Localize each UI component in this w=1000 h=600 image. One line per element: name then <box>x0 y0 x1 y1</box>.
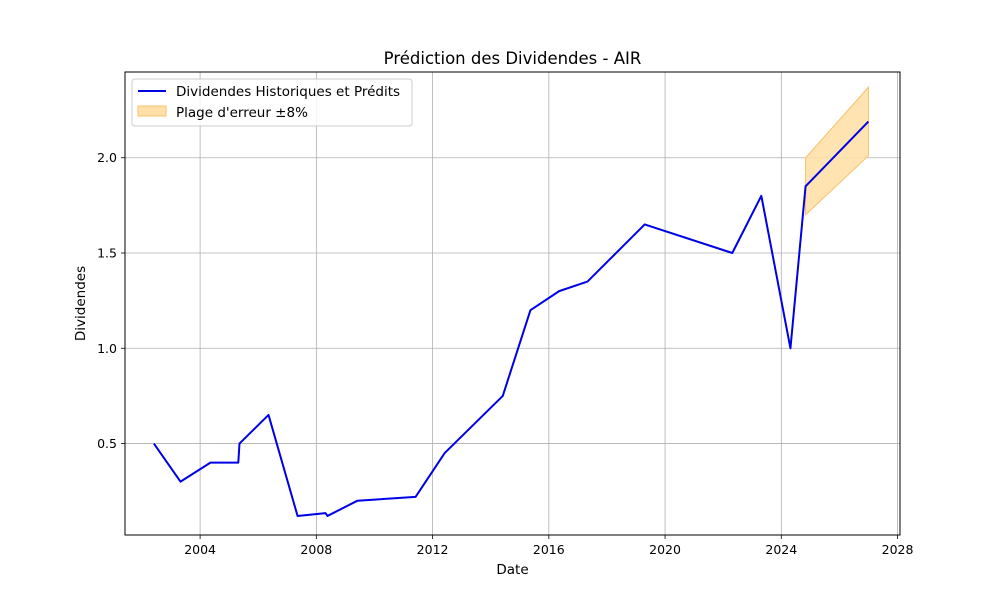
series-line-layer <box>153 120 870 517</box>
x-tick-label: 2012 <box>417 542 449 557</box>
legend-label-series: Dividendes Historiques et Prédits <box>176 84 400 100</box>
y-tick-label: 1.0 <box>97 341 117 356</box>
x-tick-label: 2020 <box>649 542 681 557</box>
grid-layer <box>125 72 900 535</box>
x-tick-label: 2004 <box>184 542 216 557</box>
y-tick-label: 2.0 <box>97 150 117 165</box>
x-tick-label: 2016 <box>533 542 565 557</box>
y-axis-ticks: 0.5 1.0 1.5 2.0 <box>97 150 125 451</box>
x-tick-label: 2008 <box>300 542 332 557</box>
x-tick-label: 2028 <box>882 542 914 557</box>
x-axis-label: Date <box>496 562 528 578</box>
series-line <box>153 120 870 517</box>
legend-band-swatch <box>137 105 167 117</box>
plot-frame <box>124 71 901 536</box>
x-axis-ticks: 2004 2008 2012 2016 2020 2024 2028 <box>184 535 913 557</box>
y-tick-label: 1.5 <box>97 246 117 261</box>
legend-box <box>131 78 413 127</box>
y-axis-label: Dividendes <box>73 266 89 341</box>
y-tick-label: 0.5 <box>97 436 117 451</box>
x-tick-label: 2024 <box>765 542 797 557</box>
legend: Dividendes Historiques et Prédits Plage … <box>131 78 413 127</box>
legend-label-band: Plage d'erreur ±8% <box>176 105 308 121</box>
chart-title: Prédiction des Dividendes - AIR <box>384 49 642 68</box>
